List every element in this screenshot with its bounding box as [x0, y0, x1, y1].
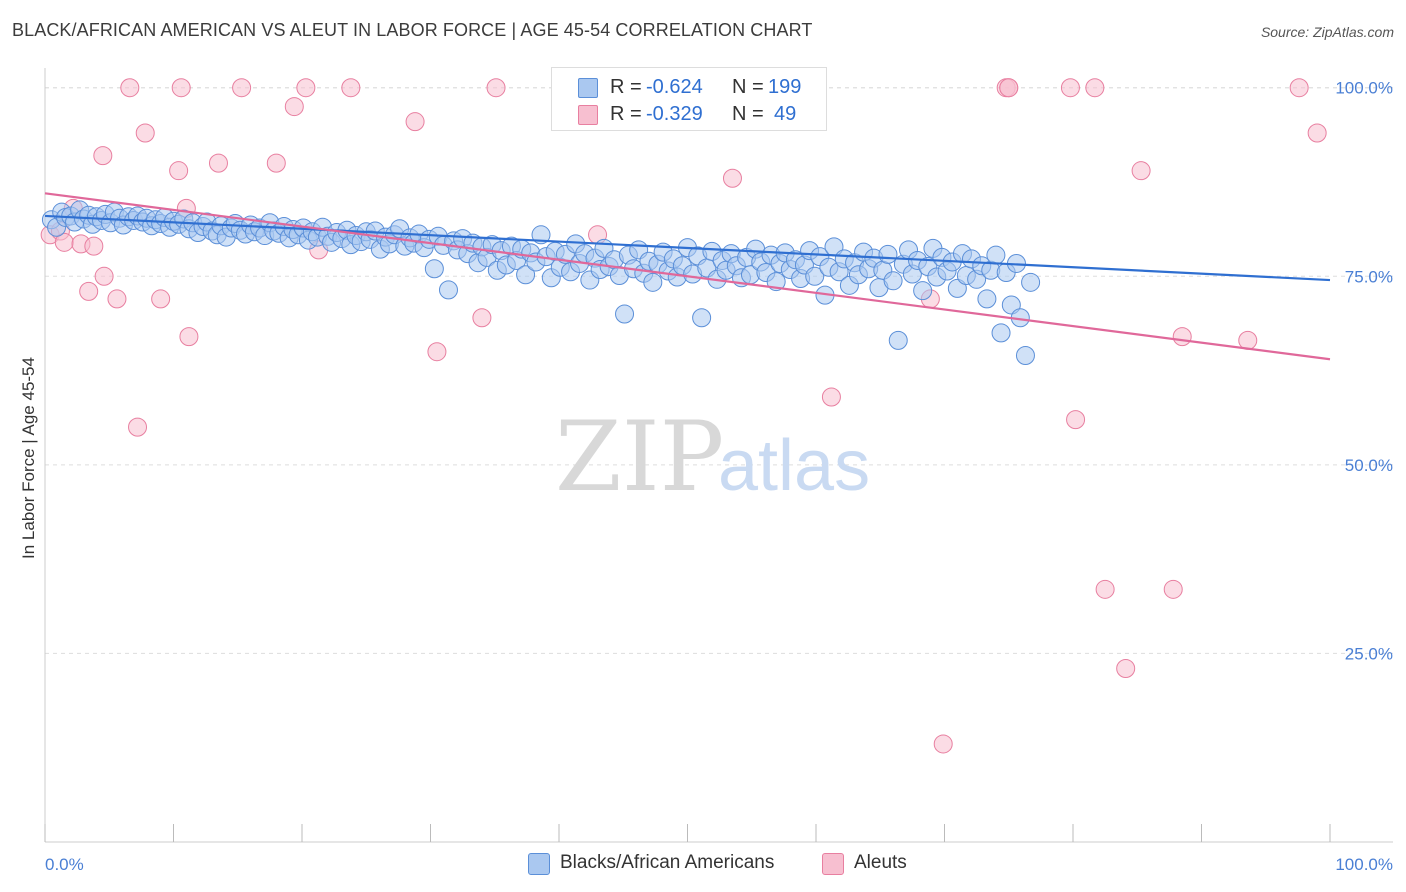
- black-point: [424, 259, 444, 279]
- black-point: [805, 266, 825, 286]
- y-tick-label: 25.0%: [1345, 644, 1393, 663]
- black-point: [977, 289, 997, 309]
- legend-n-value: 199: [768, 76, 802, 98]
- black-point: [438, 280, 458, 300]
- aleut-point: [486, 78, 506, 98]
- legend-r-value: -0.624: [646, 76, 703, 98]
- black-point: [692, 308, 712, 328]
- aleut-point: [135, 123, 155, 143]
- aleut-point: [1289, 78, 1309, 98]
- legend-label-black: Blacks/African Americans: [560, 852, 775, 873]
- aleut-point: [1116, 659, 1136, 679]
- aleut-point: [999, 78, 1019, 98]
- legend-label-aleut: Aleuts: [854, 852, 907, 873]
- legend-swatch-aleut: [822, 853, 844, 875]
- y-tick-label: 75.0%: [1345, 267, 1393, 286]
- aleut-point: [933, 734, 953, 754]
- legend-row-black: R = -0.624 N = 199: [552, 74, 826, 100]
- aleut-point: [179, 327, 199, 347]
- axes: [44, 68, 1393, 843]
- aleut-point: [208, 153, 228, 173]
- aleut-point: [151, 289, 171, 309]
- black-trend-line: [44, 214, 1331, 282]
- correlation-legend: R = -0.624 N = 199 R = -0.329 N = 49: [551, 67, 827, 131]
- aleut-point: [296, 78, 316, 98]
- series-legend-black[interactable]: Blacks/African Americans: [528, 850, 808, 878]
- legend-swatch-black: [578, 78, 598, 98]
- watermark-zip: ZIP: [555, 401, 724, 513]
- aleut-point: [722, 168, 742, 188]
- aleut-point: [405, 112, 425, 132]
- chart-title: BLACK/AFRICAN AMERICAN VS ALEUT IN LABOR…: [12, 20, 813, 40]
- series-legend-aleut[interactable]: Aleuts: [822, 850, 942, 878]
- legend-n-label: N =: [732, 103, 764, 125]
- aleut-point: [1095, 579, 1115, 599]
- aleut-point: [284, 97, 304, 117]
- legend-r-label: R =: [610, 103, 642, 125]
- source-credit: Source: ZipAtlas.com: [1260, 24, 1394, 40]
- y-tick-label: 50.0%: [1345, 456, 1393, 475]
- aleut-point: [107, 289, 127, 309]
- aleut-point: [341, 78, 361, 98]
- aleut-point: [1131, 161, 1151, 181]
- legend-n-label: N =: [732, 76, 764, 98]
- aleut-point: [232, 78, 252, 98]
- tick-labels: 25.0% 50.0% 75.0% 100.0% 0.0% 100.0%: [45, 79, 1393, 874]
- black-point: [615, 304, 635, 324]
- aleut-point: [1163, 579, 1183, 599]
- grid-lines: [45, 87, 1393, 654]
- legend-swatch-black: [528, 853, 550, 875]
- aleut-point: [1085, 78, 1105, 98]
- x-tick-label: 0.0%: [45, 855, 84, 874]
- legend-row-aleut: R = -0.329 N = 49: [552, 101, 826, 127]
- legend-r-label: R =: [610, 76, 642, 98]
- black-point: [878, 244, 898, 264]
- aleut-point: [128, 417, 148, 437]
- black-point: [516, 265, 536, 285]
- trend-lines: [44, 192, 1331, 361]
- aleut-point: [169, 161, 189, 181]
- aleut-point: [1172, 327, 1192, 347]
- legend-n-value: 49: [774, 103, 797, 125]
- aleut-trend-line: [44, 192, 1331, 361]
- aleut-point: [94, 266, 114, 286]
- legend-swatch-aleut: [578, 105, 598, 125]
- black-point: [531, 225, 551, 245]
- y-tick-label: 100.0%: [1335, 79, 1393, 98]
- aleut-point: [1238, 330, 1258, 350]
- black-point: [643, 272, 663, 292]
- black-point: [1021, 272, 1041, 292]
- legend-r-value: -0.329: [646, 103, 703, 125]
- aleut-point: [1307, 123, 1327, 143]
- y-axis-label: In Labor Force | Age 45-54: [19, 357, 38, 559]
- aleut-point: [1060, 78, 1080, 98]
- black-point: [1015, 345, 1035, 365]
- black-point: [986, 245, 1006, 265]
- watermark-atlas: atlas: [718, 426, 870, 506]
- black-point: [883, 271, 903, 291]
- aleut-point: [84, 236, 104, 256]
- black-point: [991, 323, 1011, 343]
- aleut-point: [266, 153, 286, 173]
- watermark: ZIP atlas: [555, 401, 870, 513]
- aleut-point: [79, 281, 99, 301]
- aleut-point: [171, 78, 191, 98]
- aleut-point: [120, 78, 140, 98]
- aleut-point: [427, 342, 447, 362]
- aleut-point: [821, 387, 841, 407]
- aleut-point: [472, 308, 492, 328]
- black-point: [888, 330, 908, 350]
- x-tick-label: 100.0%: [1335, 855, 1393, 874]
- aleut-point: [1066, 410, 1086, 430]
- aleut-point: [93, 146, 113, 166]
- black-point: [913, 281, 933, 301]
